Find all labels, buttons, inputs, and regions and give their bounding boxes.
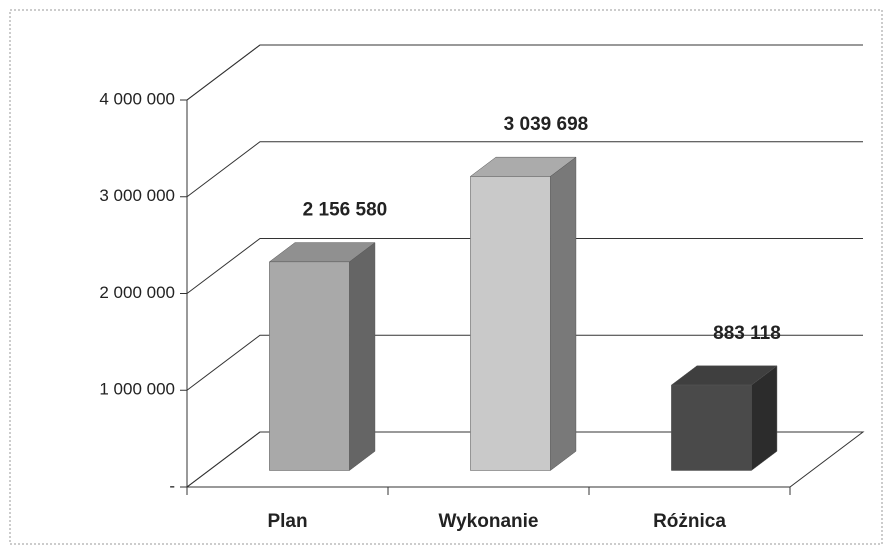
value-label: 2 156 580 [303,200,388,221]
value-label: 3 039 698 [504,114,589,135]
grid-line [186,431,863,488]
y-tick-label: 4 000 000 [99,89,175,108]
x-tick-label: Wykonanie [439,511,539,532]
grid-line [186,334,863,391]
y-tick-label: 3 000 000 [99,186,175,205]
y-tick-label: 1 000 000 [99,380,175,399]
y-tick-label: - [169,476,175,495]
bar [470,176,551,471]
bar [269,261,350,471]
x-tick-label: Różnica [653,511,726,532]
bar-side [550,156,577,472]
grid-line [186,238,863,294]
value-label: 883 118 [713,323,781,344]
bar [671,384,752,471]
grid-line [186,141,863,198]
x-tick-label: Plan [267,511,307,532]
y-tick-label: 2 000 000 [99,283,175,302]
bar-side [349,242,376,472]
chart-frame [9,9,883,545]
grid-line [186,44,863,101]
